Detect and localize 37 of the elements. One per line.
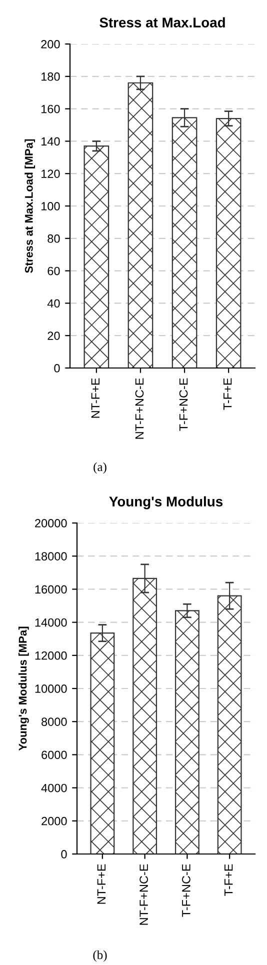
x-tick-label: T-F+NC-E xyxy=(182,864,190,917)
x-tick-label: NT-F+E xyxy=(91,378,100,418)
y-tick-label: 180 xyxy=(41,72,60,81)
y-tick-label: 100 xyxy=(41,202,60,210)
y-tick-label: 4000 xyxy=(41,784,67,792)
x-tick-label: T-F+E xyxy=(224,378,232,410)
y-tick-label: 0 xyxy=(61,850,67,858)
y-tick-label: 16000 xyxy=(35,585,67,594)
x-tick-label: NT-F+E xyxy=(97,864,106,904)
y-tick-label: 12000 xyxy=(35,651,67,660)
y-tick-label: 14000 xyxy=(35,618,67,627)
y-tick-label: 20 xyxy=(48,332,60,340)
y-tick-label: 120 xyxy=(41,170,60,178)
y-tick-label: 60 xyxy=(48,266,60,276)
y-tick-label: 6000 xyxy=(42,750,67,760)
y-tick-label: 20000 xyxy=(35,519,67,528)
x-tick-label: T-F+NC-E xyxy=(179,378,188,431)
y-tick-label: 2000 xyxy=(42,816,67,826)
y-tick-label: 140 xyxy=(41,137,60,146)
chart-title: Young's Modulus xyxy=(109,496,223,510)
y-axis-title: Stress at Max.Load [MPa] xyxy=(24,139,36,273)
y-tick-label: 80 xyxy=(48,234,60,243)
y-tick-label: 200 xyxy=(41,40,60,48)
x-tick-label: NT-F+NC-E xyxy=(140,864,148,925)
y-tick-label: 0 xyxy=(54,364,60,372)
y-tick-label: 18000 xyxy=(35,552,67,560)
x-tick-label: NT-F+NC-E xyxy=(135,378,144,439)
y-axis-title: Young's Modulus [MPa] xyxy=(18,626,29,751)
x-tick-label: T-F+E xyxy=(224,864,233,896)
y-tick-label: 40 xyxy=(47,299,60,308)
bar xyxy=(84,146,110,368)
chart-title: Stress at Max.Load xyxy=(100,17,225,28)
text: (a) xyxy=(94,462,106,474)
y-tick-label: 160 xyxy=(41,104,60,114)
y-tick-label: 10000 xyxy=(35,684,67,693)
y-tick-label: 8000 xyxy=(42,718,67,726)
text: (b) xyxy=(93,950,107,962)
